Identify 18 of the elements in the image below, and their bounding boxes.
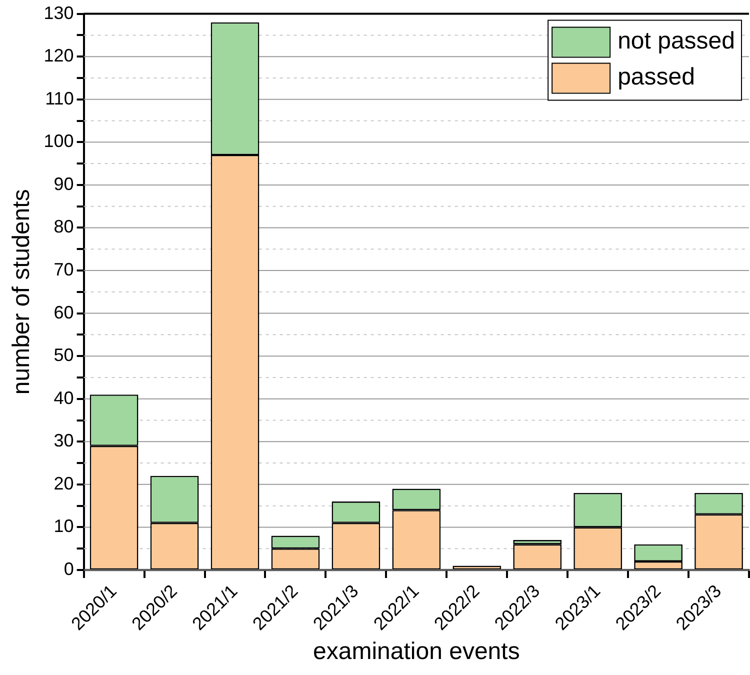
y-tick-label: 120 (44, 46, 74, 66)
y-tick-label: 20 (54, 473, 74, 494)
y-tick-label: 0 (64, 558, 74, 579)
y-tick-label: 130 (44, 2, 74, 23)
y-tick-label: 40 (54, 388, 74, 408)
y-tick-label: 110 (45, 88, 74, 108)
y-tick-label: 10 (54, 516, 74, 536)
y-tick-label: 30 (54, 430, 74, 451)
legend-label: passed (618, 63, 695, 90)
y-tick-label: 60 (54, 302, 74, 322)
y-tick-label: 100 (44, 131, 74, 152)
y-tick-label: 50 (54, 345, 74, 366)
legend-label: not passed (618, 27, 735, 54)
y-tick-label: 90 (54, 174, 74, 194)
y-axis-title: number of students (8, 189, 36, 395)
y-tick-label: 80 (54, 216, 74, 237)
x-axis-title: examination events (313, 638, 520, 666)
y-tick-label: 70 (54, 259, 74, 280)
